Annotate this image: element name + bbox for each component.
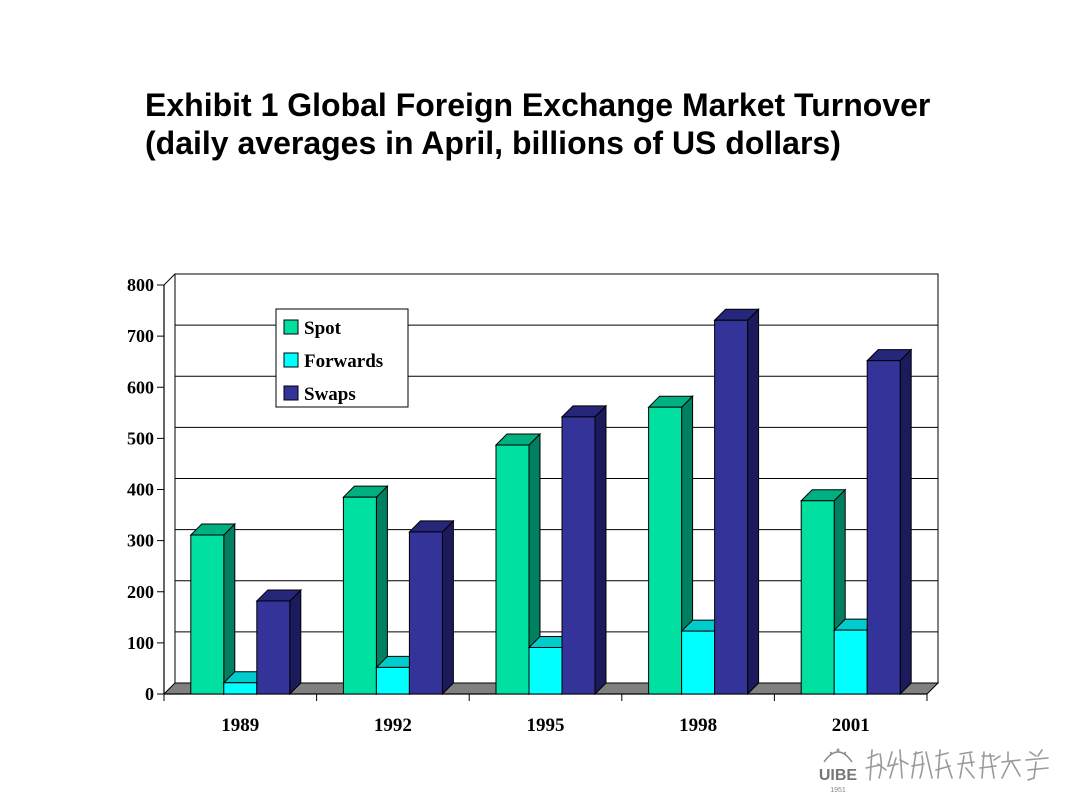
logo-abbrev: UIBE [819, 767, 858, 784]
y-tick-label: 300 [127, 531, 154, 551]
logo-year: 1951 [830, 787, 846, 794]
bar-side [289, 588, 302, 696]
bar-spot-1995 [494, 432, 542, 696]
chart-title-line1: Exhibit 1 Global Foreign Exchange Market… [145, 87, 931, 123]
bar-front [714, 319, 749, 695]
y-tick-label: 400 [127, 480, 154, 500]
bar-front [681, 630, 716, 695]
bar-swaps-1992 [408, 519, 455, 696]
chart-title: Exhibit 1 Global Foreign Exchange Market… [145, 86, 1065, 162]
bar-side [223, 522, 236, 696]
university-logo: UIBE 1951 [819, 748, 1049, 794]
bar-front [561, 416, 596, 695]
bar-swaps-1995 [560, 404, 608, 696]
bar-spot-1992 [342, 484, 389, 696]
x-tick-label: 1989 [221, 715, 259, 736]
y-tick-label: 700 [127, 326, 154, 346]
y-tick-label: 500 [127, 428, 154, 448]
bar-front [866, 360, 901, 695]
legend-label: Forwards [304, 351, 383, 372]
x-tick-label: 1992 [374, 715, 412, 736]
bar-side [899, 348, 912, 696]
legend-swatch [283, 352, 299, 368]
bar-front [495, 444, 530, 695]
legend-label: Spot [304, 318, 342, 339]
bar-front [528, 646, 563, 695]
y-tick-label: 100 [127, 633, 154, 653]
bar-swaps-1989 [255, 588, 303, 696]
bar-front [223, 682, 258, 695]
bar-front [833, 629, 868, 695]
bar-front [648, 406, 683, 695]
bar-front [375, 666, 410, 695]
bar-front [342, 496, 377, 695]
seal-icon: UIBE 1951 [819, 748, 858, 794]
y-tick-label: 800 [127, 275, 154, 295]
legend: Spot Forwards Swaps [275, 308, 409, 408]
legend-label: Swaps [304, 384, 356, 405]
bar-side [747, 308, 760, 696]
legend-swatch [283, 319, 299, 335]
y-tick-label: 0 [145, 684, 154, 704]
chart-title-line2: (daily averages in April, billions of US… [145, 125, 841, 161]
y-tick-label: 200 [127, 582, 154, 602]
bar-spot-1998 [647, 394, 694, 696]
bar-front [256, 600, 291, 695]
legend-swatch [283, 385, 299, 401]
x-tick-label: 1995 [527, 715, 565, 736]
bar-front [408, 531, 443, 695]
bar-swaps-1998 [713, 308, 760, 696]
bar-front [800, 500, 835, 695]
x-tick-label: 2001 [832, 715, 870, 736]
y-tick-label: 600 [127, 377, 154, 397]
y-axis-depth [163, 273, 176, 286]
bar-side [441, 519, 454, 696]
bar-swaps-2001 [865, 348, 913, 696]
logo-calligraphy [865, 749, 1049, 781]
bar-front [190, 534, 225, 695]
x-tick-label: 1998 [679, 715, 717, 736]
bar-side [594, 404, 607, 696]
bar-spot-1989 [189, 522, 237, 696]
